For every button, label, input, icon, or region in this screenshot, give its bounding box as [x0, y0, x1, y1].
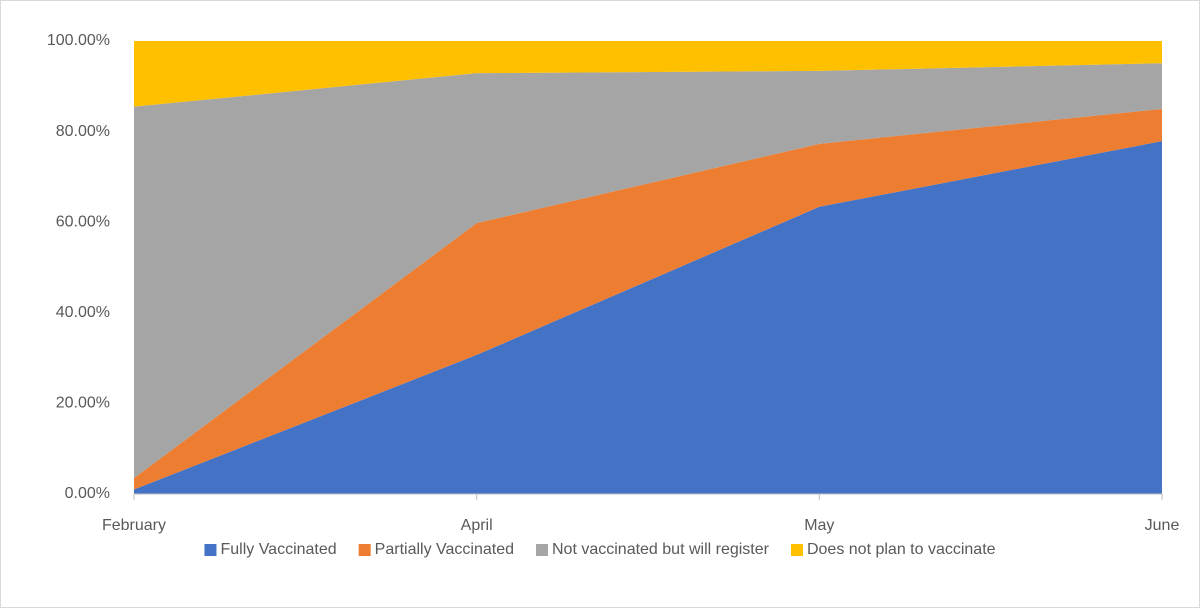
area: [134, 141, 1162, 494]
x-tick-label: February: [102, 517, 166, 534]
legend-swatch: [790, 544, 803, 556]
y-tick-label: 0.00%: [65, 485, 110, 502]
y-tick-label: 20.00%: [56, 395, 110, 412]
y-tick-label: 80.00%: [56, 123, 110, 140]
area: [134, 108, 1162, 490]
x-tick-label: April: [461, 517, 493, 534]
legend-label: Fully Vaccinated: [220, 541, 336, 558]
legend-swatch: [358, 544, 371, 556]
x-tick-label: May: [804, 517, 834, 534]
legend: Fully Vaccinated Partially Vaccinated Not …: [204, 541, 996, 558]
x-tick-label: June: [1145, 517, 1180, 534]
legend-label: Partially Vaccinated: [375, 541, 514, 558]
y-tick-label: 100.00%: [47, 32, 110, 49]
y-tick-label: 60.00%: [56, 213, 110, 230]
area: [134, 63, 1162, 479]
legend-label: Does not plan to vaccinate: [807, 541, 996, 558]
area: [134, 41, 1162, 107]
legend-label: Not vaccinated but will register: [552, 541, 770, 558]
legend-swatch: [204, 544, 217, 556]
y-tick-label: 40.00%: [56, 304, 110, 321]
legend-swatch: [535, 544, 548, 556]
